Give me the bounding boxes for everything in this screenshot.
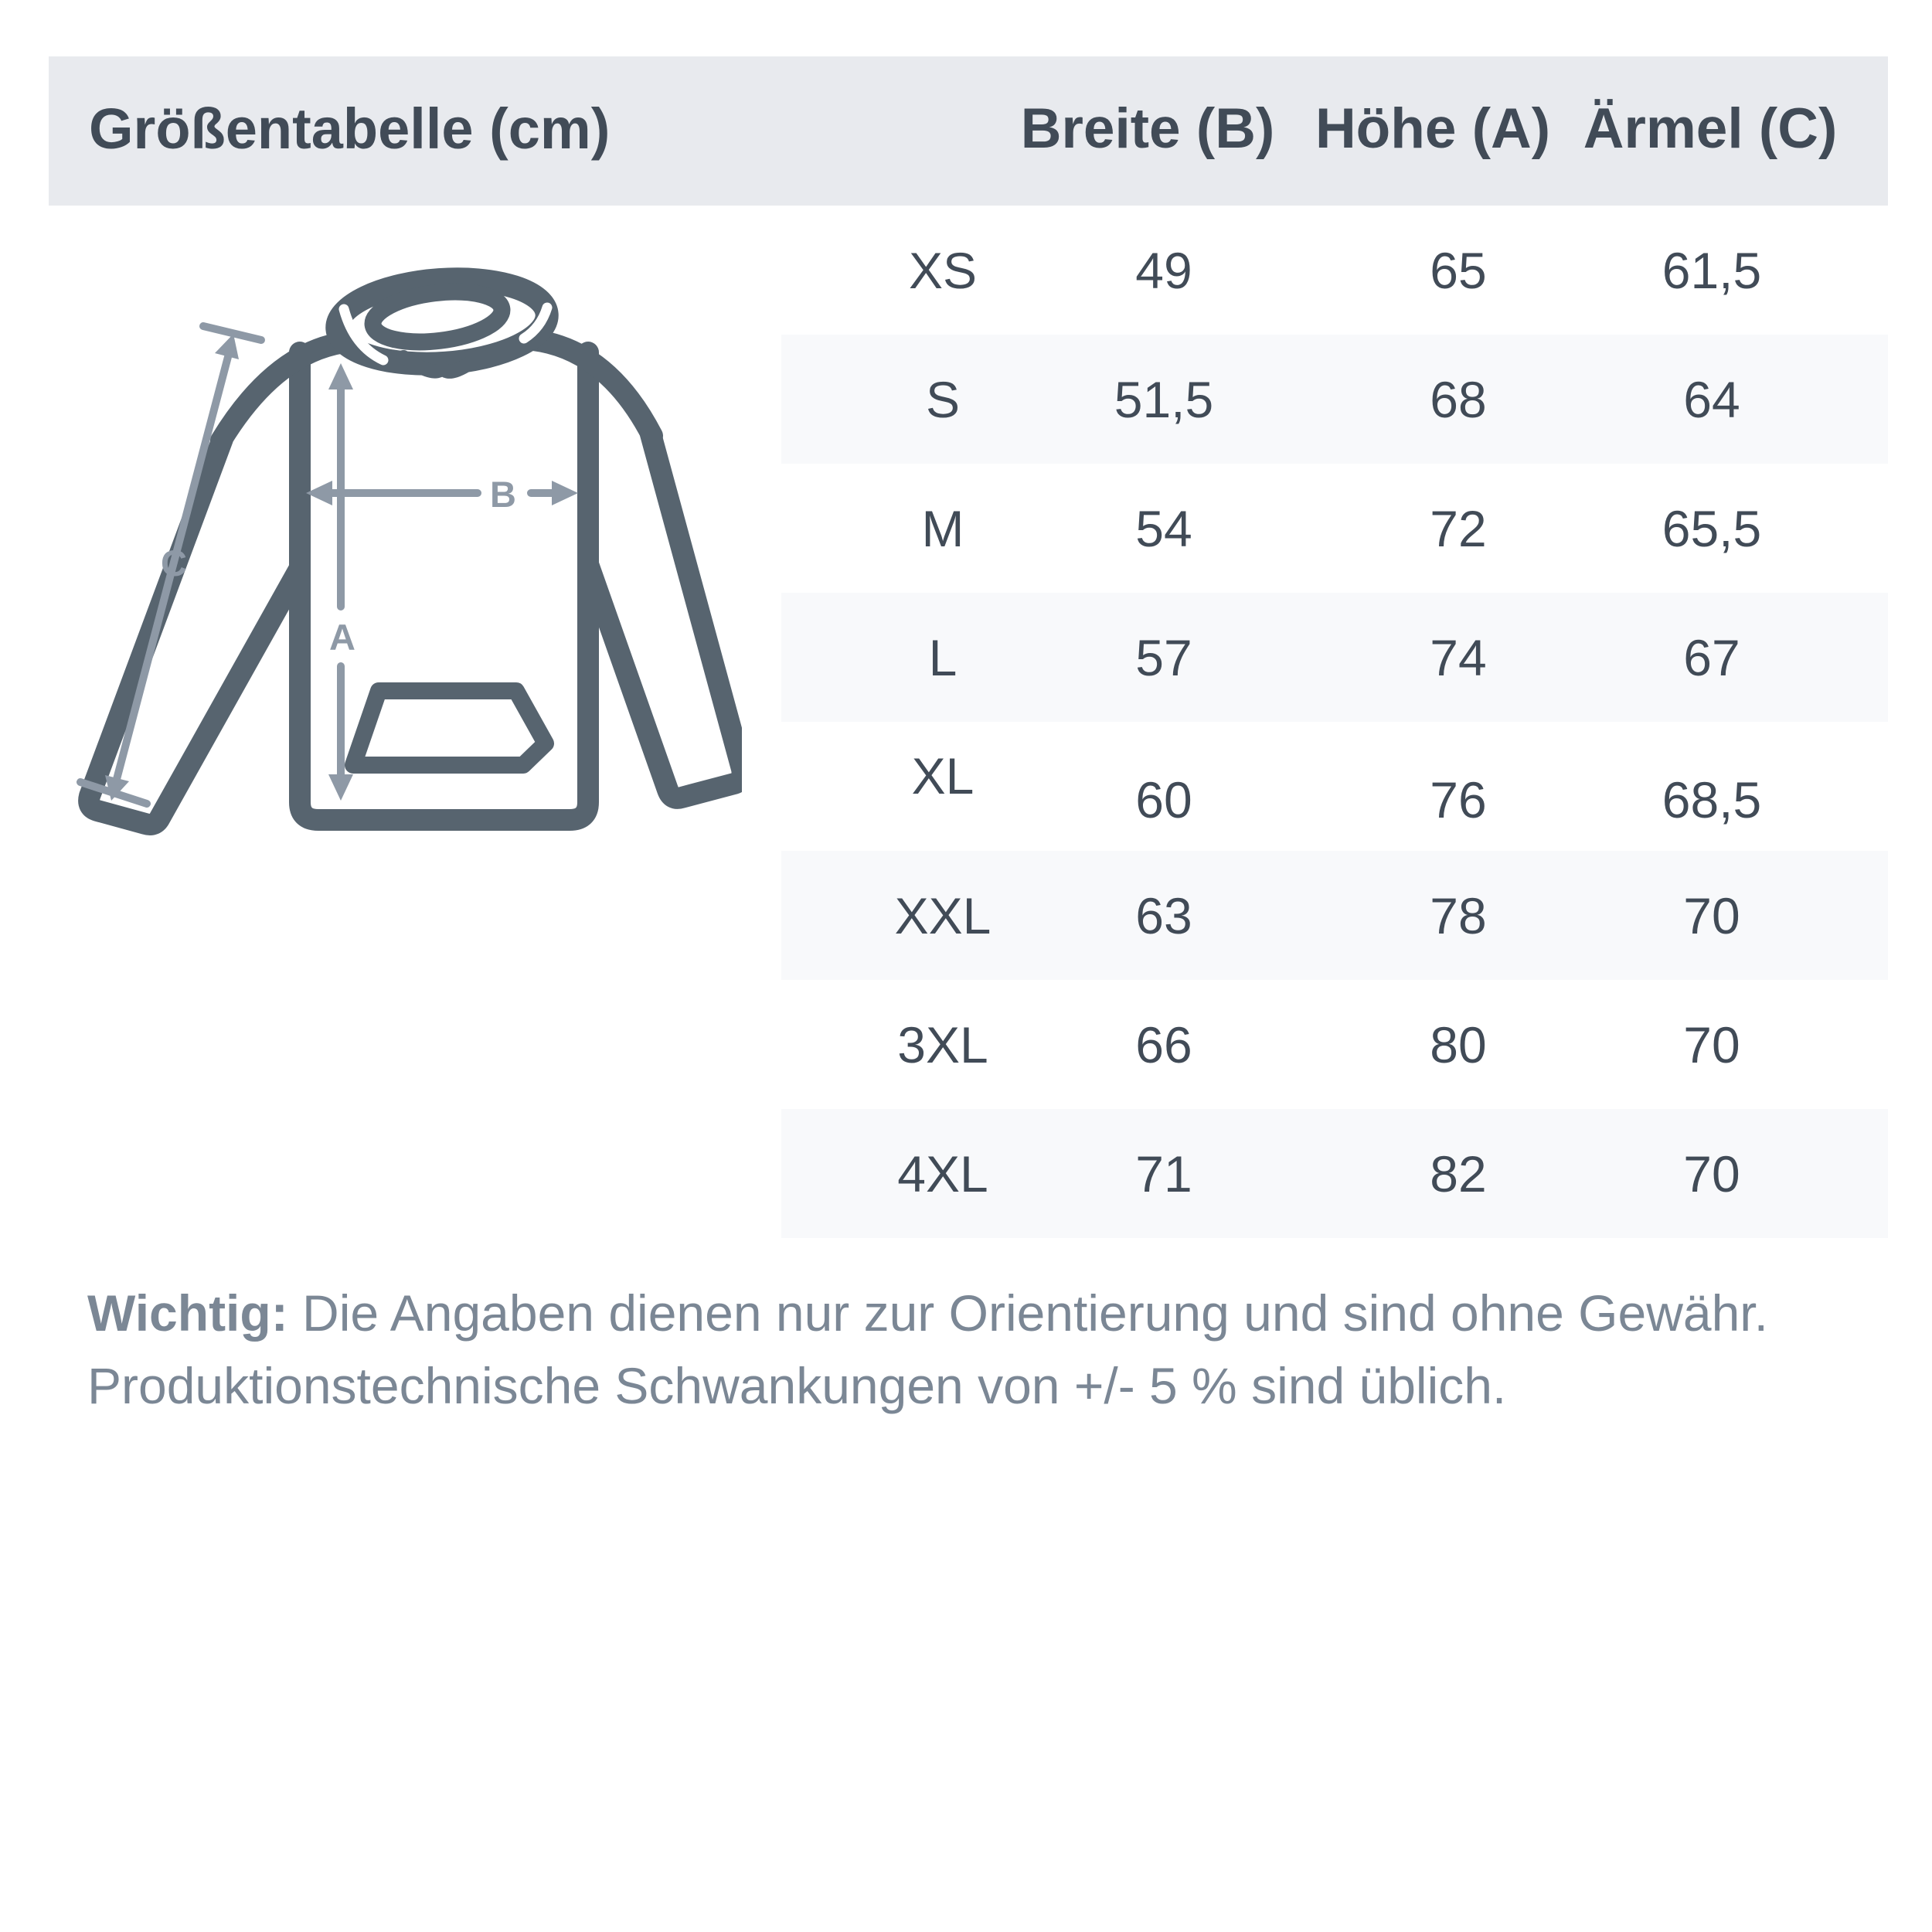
value-cell: 65,5 — [1662, 499, 1762, 557]
value-cell: 64 — [1683, 370, 1740, 428]
value-cell: 54 — [1135, 499, 1192, 557]
disclaimer-line-1: Wichtig: Die Angaben dienen nur zur Orie… — [87, 1284, 1768, 1342]
right-sleeve — [577, 423, 742, 809]
size-table-rows: XS 49 65 61,5 S 51,5 68 64 M 54 72 65,5 L 57 74 67 XL 60 7… — [781, 206, 1888, 1238]
value-cell: 63 — [1135, 886, 1192, 944]
arrowhead-c-top-icon — [215, 334, 239, 359]
dimension-label-a: A — [329, 617, 355, 658]
table-row: L 57 74 67 — [781, 593, 1888, 722]
table-row: S 51,5 68 64 — [781, 335, 1888, 464]
value-cell: 61,5 — [1662, 241, 1762, 299]
arrowhead-down-icon — [328, 774, 353, 801]
hood-sliver-right — [519, 302, 553, 344]
table-row: XS 49 65 61,5 — [781, 206, 1888, 335]
disclaimer-bold-prefix: Wichtig: — [87, 1284, 288, 1342]
table-row: XXL 63 78 70 — [781, 851, 1888, 980]
size-label: S — [925, 370, 961, 428]
value-cell: 67 — [1683, 628, 1740, 686]
hood-sliver-left — [338, 304, 389, 366]
value-cell: 68,5 — [1662, 770, 1762, 828]
column-header-breite: Breite (B) — [1020, 97, 1275, 160]
size-label: XL — [911, 747, 975, 804]
table-row: 3XL 66 80 70 — [781, 980, 1888, 1109]
arrowhead-up-icon — [328, 363, 353, 389]
value-cell: 70 — [1683, 1015, 1740, 1073]
value-cell: 49 — [1135, 241, 1192, 299]
value-cell: 51,5 — [1114, 370, 1214, 428]
value-cell: 74 — [1430, 628, 1487, 686]
disclaimer-note: Wichtig: Die Angaben dienen nur zur Orie… — [87, 1277, 1896, 1422]
value-cell: 76 — [1430, 770, 1487, 828]
arrow-c-tick-top — [199, 322, 265, 344]
value-cell: 60 — [1135, 770, 1192, 828]
table-row: M 54 72 65,5 — [781, 464, 1888, 593]
left-sleeve — [78, 428, 311, 835]
right-shoulder — [522, 329, 663, 447]
arrow-c-shaft — [112, 350, 233, 786]
arrowhead-c-bottom-icon — [105, 775, 129, 801]
dimension-label-c: C — [161, 543, 187, 583]
arrowhead-left-icon — [306, 481, 332, 505]
value-cell: 68 — [1430, 370, 1487, 428]
value-cell: 80 — [1430, 1015, 1487, 1073]
value-cell: 70 — [1683, 886, 1740, 944]
column-header-hoehe: Höhe (A) — [1315, 97, 1551, 160]
table-header-bar: Größentabelle (cm) Breite (B) Höhe (A) Ä… — [49, 56, 1888, 206]
table-row: 4XL 71 82 70 — [781, 1109, 1888, 1238]
value-cell: 66 — [1135, 1015, 1192, 1073]
value-cell: 78 — [1430, 886, 1487, 944]
table-row: XL 60 76 68,5 — [781, 722, 1888, 851]
size-label: XXL — [894, 886, 992, 944]
arrowhead-right-icon — [552, 481, 578, 505]
hoodie-measurement-diagram: A B C — [77, 267, 742, 835]
column-header-aermel: Ärmel (C) — [1583, 97, 1838, 160]
hood-drape — [396, 349, 488, 379]
value-cell: 70 — [1683, 1145, 1740, 1202]
size-label: 3XL — [897, 1015, 988, 1073]
size-label: L — [928, 628, 957, 686]
value-cell: 57 — [1135, 628, 1192, 686]
size-label: M — [921, 499, 964, 557]
value-cell: 71 — [1135, 1145, 1192, 1202]
disclaimer-line-2: Produktionstechnische Schwankungen von +… — [87, 1357, 1507, 1414]
size-label: 4XL — [897, 1145, 988, 1202]
value-cell: 72 — [1430, 499, 1487, 557]
table-title: Größentabelle (cm) — [89, 96, 611, 161]
dimension-label-b: B — [490, 474, 516, 515]
hood-inner-ring — [364, 283, 511, 351]
value-cell: 82 — [1430, 1145, 1487, 1202]
pocket — [345, 682, 554, 774]
value-cell: 65 — [1430, 241, 1487, 299]
size-label: XS — [908, 241, 978, 299]
